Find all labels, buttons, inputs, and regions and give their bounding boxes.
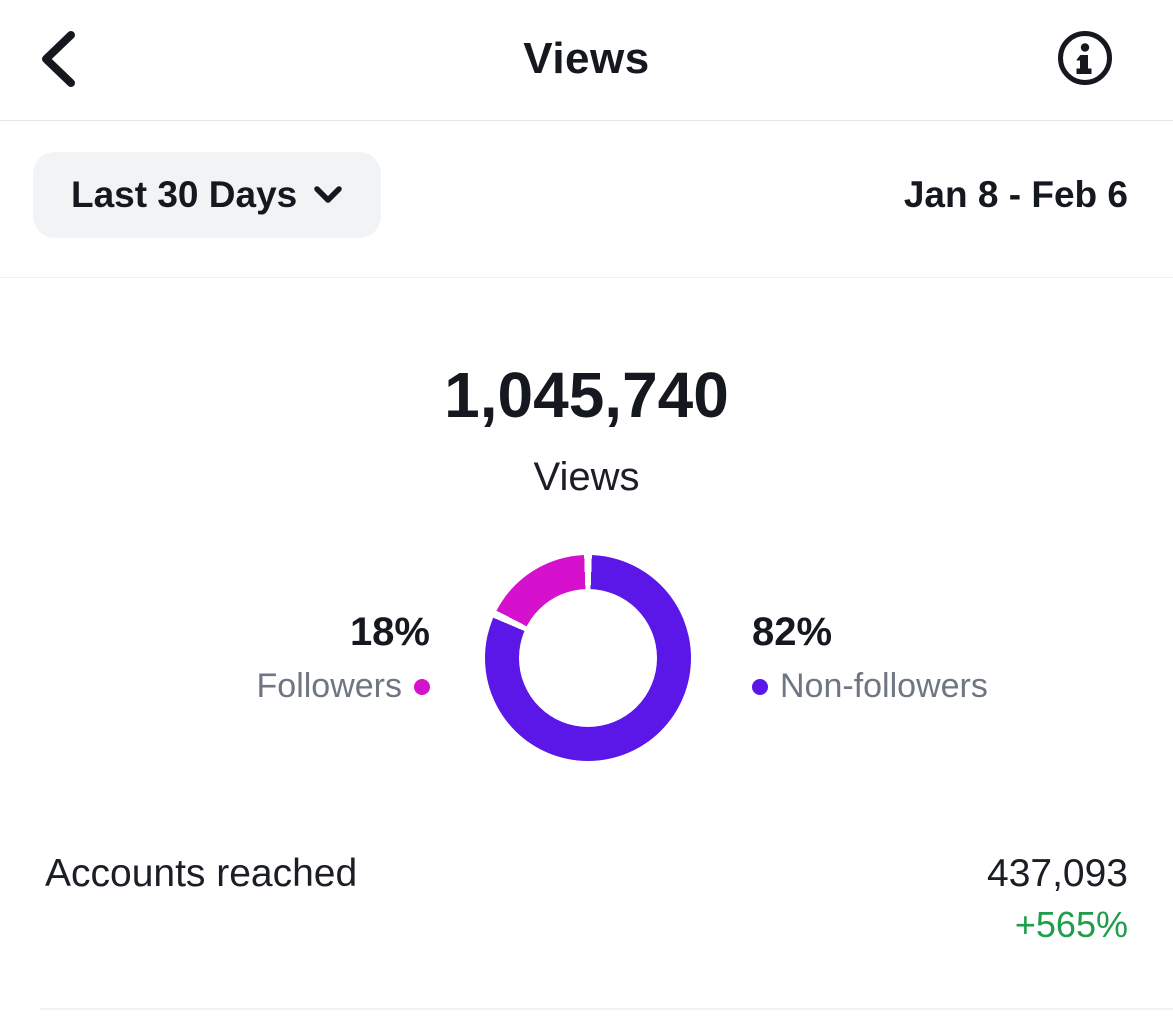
accounts-reached-label: Accounts reached (45, 852, 358, 895)
total-views-label: Views (533, 455, 640, 499)
non-followers-percent: 82% (752, 610, 833, 654)
date-range-selector[interactable]: Last 30 Days (33, 152, 382, 238)
followers-dot-icon (414, 678, 430, 695)
header-bar: Views (0, 0, 1173, 121)
section-divider (40, 1008, 1173, 1010)
info-button[interactable] (1054, 28, 1116, 90)
legend-followers: 18% Followers (40, 610, 430, 706)
info-icon (1056, 29, 1114, 90)
non-followers-label: Non-followers (780, 667, 988, 705)
non-followers-dot-icon (752, 678, 768, 695)
followers-label: Followers (256, 667, 402, 705)
donut-hole (519, 589, 657, 727)
back-button[interactable] (26, 28, 90, 92)
accounts-reached-delta: +565% (1014, 904, 1128, 945)
total-views-value: 1,045,740 (444, 359, 729, 431)
filter-row: Last 30 Days Jan 8 - Feb 6 (0, 121, 1173, 278)
date-range-selector-label: Last 30 Days (71, 174, 298, 215)
chevron-left-icon (35, 28, 81, 93)
followers-donut-chart (485, 555, 691, 761)
page-title: Views (523, 34, 650, 83)
followers-percent: 18% (349, 610, 430, 654)
date-range-text: Jan 8 - Feb 6 (903, 174, 1128, 215)
chevron-down-icon (313, 185, 343, 205)
accounts-reached-value: 437,093 (987, 852, 1128, 895)
legend-non-followers: 82% Non-followers (752, 610, 1132, 706)
